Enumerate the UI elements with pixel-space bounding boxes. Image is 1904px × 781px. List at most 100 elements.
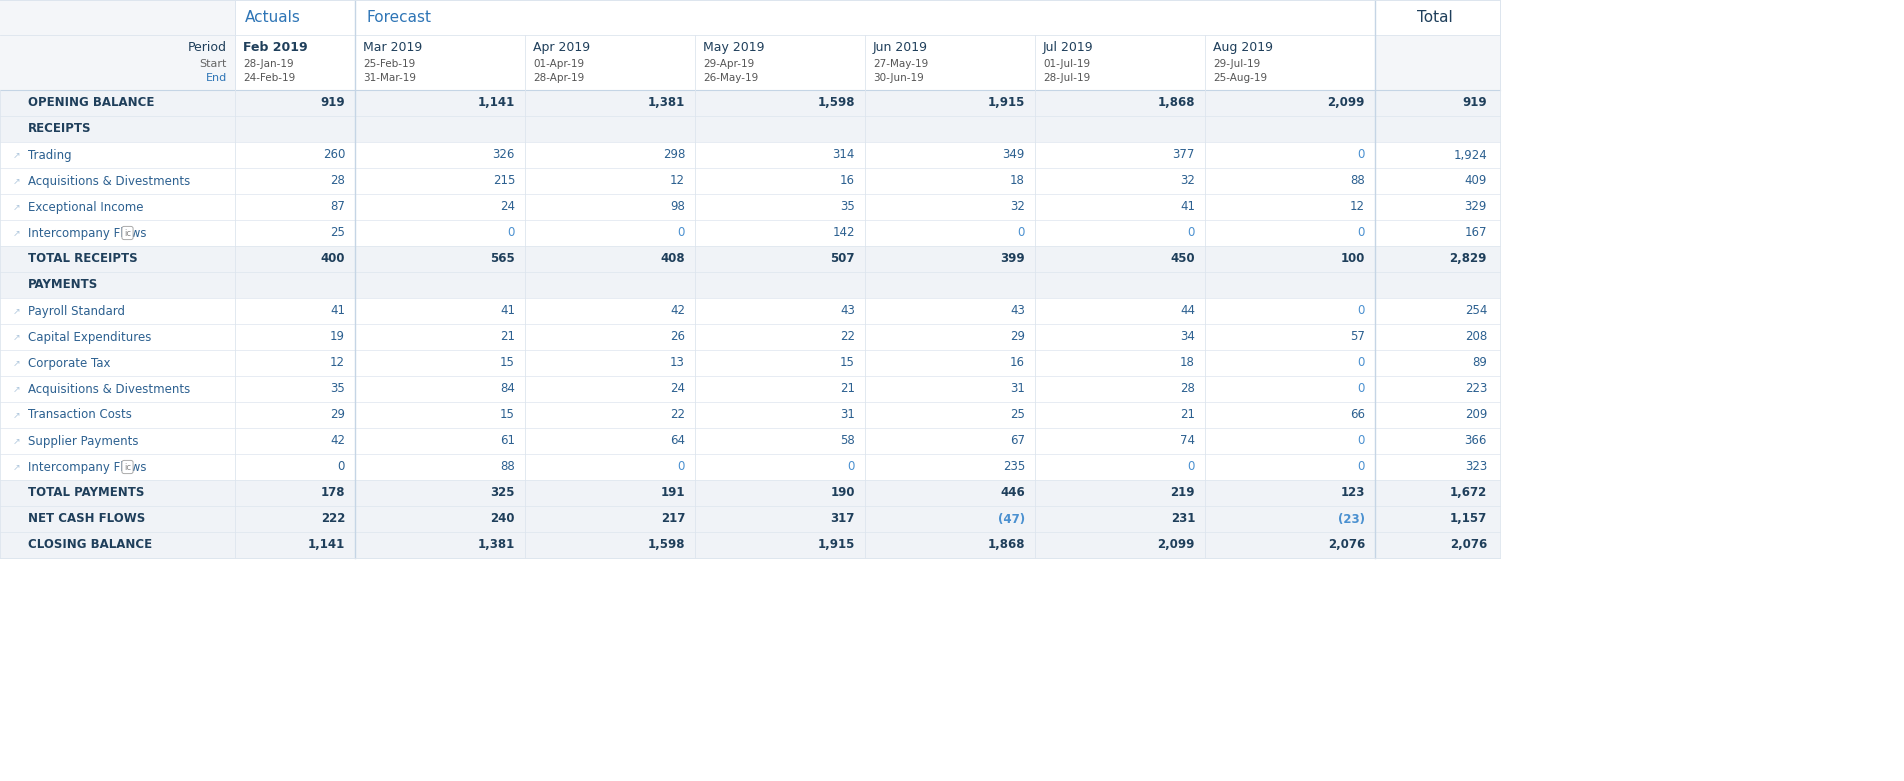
Bar xyxy=(0,376,1500,402)
Bar xyxy=(0,350,1500,376)
Text: Total: Total xyxy=(1417,10,1453,25)
Text: 1,924: 1,924 xyxy=(1453,148,1487,162)
Text: 43: 43 xyxy=(1011,305,1024,318)
Bar xyxy=(1036,35,1205,90)
Text: Feb 2019: Feb 2019 xyxy=(244,41,308,54)
Text: TOTAL PAYMENTS: TOTAL PAYMENTS xyxy=(29,487,145,500)
Text: ↗: ↗ xyxy=(11,229,19,237)
Text: 254: 254 xyxy=(1464,305,1487,318)
Text: Aug 2019: Aug 2019 xyxy=(1213,41,1274,54)
Text: ↗: ↗ xyxy=(11,177,19,186)
Text: Actuals: Actuals xyxy=(246,10,301,25)
Text: 32: 32 xyxy=(1011,201,1024,213)
Text: 88: 88 xyxy=(1350,174,1365,187)
Text: 123: 123 xyxy=(1340,487,1365,500)
Text: 26-May-19: 26-May-19 xyxy=(703,73,758,83)
Text: 12: 12 xyxy=(670,174,685,187)
Text: 88: 88 xyxy=(501,461,514,473)
Text: PAYMENTS: PAYMENTS xyxy=(29,279,99,291)
Text: 1,157: 1,157 xyxy=(1449,512,1487,526)
Text: 326: 326 xyxy=(493,148,514,162)
Text: 1,381: 1,381 xyxy=(647,97,685,109)
Text: 89: 89 xyxy=(1472,356,1487,369)
Bar xyxy=(1375,35,1500,90)
Text: 25-Feb-19: 25-Feb-19 xyxy=(364,59,415,69)
Text: 26: 26 xyxy=(670,330,685,344)
Text: 35: 35 xyxy=(840,201,855,213)
Text: 29-Jul-19: 29-Jul-19 xyxy=(1213,59,1260,69)
Bar xyxy=(0,142,1500,168)
Text: 61: 61 xyxy=(501,434,514,448)
Text: RECEIPTS: RECEIPTS xyxy=(29,123,91,135)
Text: 30-Jun-19: 30-Jun-19 xyxy=(874,73,923,83)
Bar xyxy=(0,324,1500,350)
Text: 57: 57 xyxy=(1350,330,1365,344)
Text: 15: 15 xyxy=(840,356,855,369)
Text: ↗: ↗ xyxy=(11,462,19,472)
Text: Mar 2019: Mar 2019 xyxy=(364,41,423,54)
Text: 18: 18 xyxy=(1180,356,1196,369)
Text: Jun 2019: Jun 2019 xyxy=(874,41,927,54)
Text: 231: 231 xyxy=(1171,512,1196,526)
Text: 27-May-19: 27-May-19 xyxy=(874,59,929,69)
Text: 29: 29 xyxy=(1009,330,1024,344)
Text: 42: 42 xyxy=(329,434,345,448)
Text: ↗: ↗ xyxy=(11,202,19,212)
Text: 41: 41 xyxy=(1180,201,1196,213)
Text: Exceptional Income: Exceptional Income xyxy=(29,201,143,213)
Text: 0: 0 xyxy=(847,461,855,473)
Bar xyxy=(0,116,1500,142)
Text: 2,076: 2,076 xyxy=(1449,539,1487,551)
Text: 314: 314 xyxy=(832,148,855,162)
Bar xyxy=(0,272,1500,298)
Text: ↗: ↗ xyxy=(11,306,19,316)
Text: 28: 28 xyxy=(1180,383,1196,395)
Bar xyxy=(0,90,1500,116)
Text: 2,099: 2,099 xyxy=(1327,97,1365,109)
Text: 31: 31 xyxy=(840,408,855,422)
Text: NET CASH FLOWS: NET CASH FLOWS xyxy=(29,512,145,526)
Text: 1,915: 1,915 xyxy=(817,539,855,551)
Bar xyxy=(0,454,1500,480)
Text: 21: 21 xyxy=(501,330,514,344)
Text: 21: 21 xyxy=(840,383,855,395)
Text: ↗: ↗ xyxy=(11,151,19,159)
Text: 29-Apr-19: 29-Apr-19 xyxy=(703,59,754,69)
Text: Payroll Standard: Payroll Standard xyxy=(29,305,126,318)
Text: 28-Apr-19: 28-Apr-19 xyxy=(533,73,585,83)
Text: 0: 0 xyxy=(1358,356,1365,369)
Bar xyxy=(0,194,1500,220)
Text: 215: 215 xyxy=(493,174,514,187)
Text: 24: 24 xyxy=(670,383,685,395)
Text: 2,829: 2,829 xyxy=(1449,252,1487,266)
Text: 19: 19 xyxy=(329,330,345,344)
Text: 408: 408 xyxy=(661,252,685,266)
Text: 25-Aug-19: 25-Aug-19 xyxy=(1213,73,1268,83)
Text: 565: 565 xyxy=(489,252,514,266)
Bar xyxy=(0,480,1500,506)
Bar xyxy=(0,402,1500,428)
Bar xyxy=(0,168,1500,194)
Text: 235: 235 xyxy=(1003,461,1024,473)
Text: 1,598: 1,598 xyxy=(647,539,685,551)
Text: 66: 66 xyxy=(1350,408,1365,422)
Text: 28-Jul-19: 28-Jul-19 xyxy=(1043,73,1091,83)
Bar xyxy=(526,35,695,90)
Text: 446: 446 xyxy=(1000,487,1024,500)
Text: Intercompany Flows: Intercompany Flows xyxy=(29,461,147,473)
Text: 29: 29 xyxy=(329,408,345,422)
Text: ↗: ↗ xyxy=(11,437,19,445)
Text: 35: 35 xyxy=(329,383,345,395)
Text: 919: 919 xyxy=(1462,97,1487,109)
Text: 32: 32 xyxy=(1180,174,1196,187)
Text: 24: 24 xyxy=(501,201,514,213)
Text: 25: 25 xyxy=(1011,408,1024,422)
Text: 2,099: 2,099 xyxy=(1158,539,1196,551)
Text: 44: 44 xyxy=(1180,305,1196,318)
Text: 28: 28 xyxy=(329,174,345,187)
Text: 16: 16 xyxy=(1009,356,1024,369)
Bar xyxy=(0,298,1500,324)
Text: 1,141: 1,141 xyxy=(308,539,345,551)
Text: 349: 349 xyxy=(1003,148,1024,162)
Bar xyxy=(0,35,234,90)
